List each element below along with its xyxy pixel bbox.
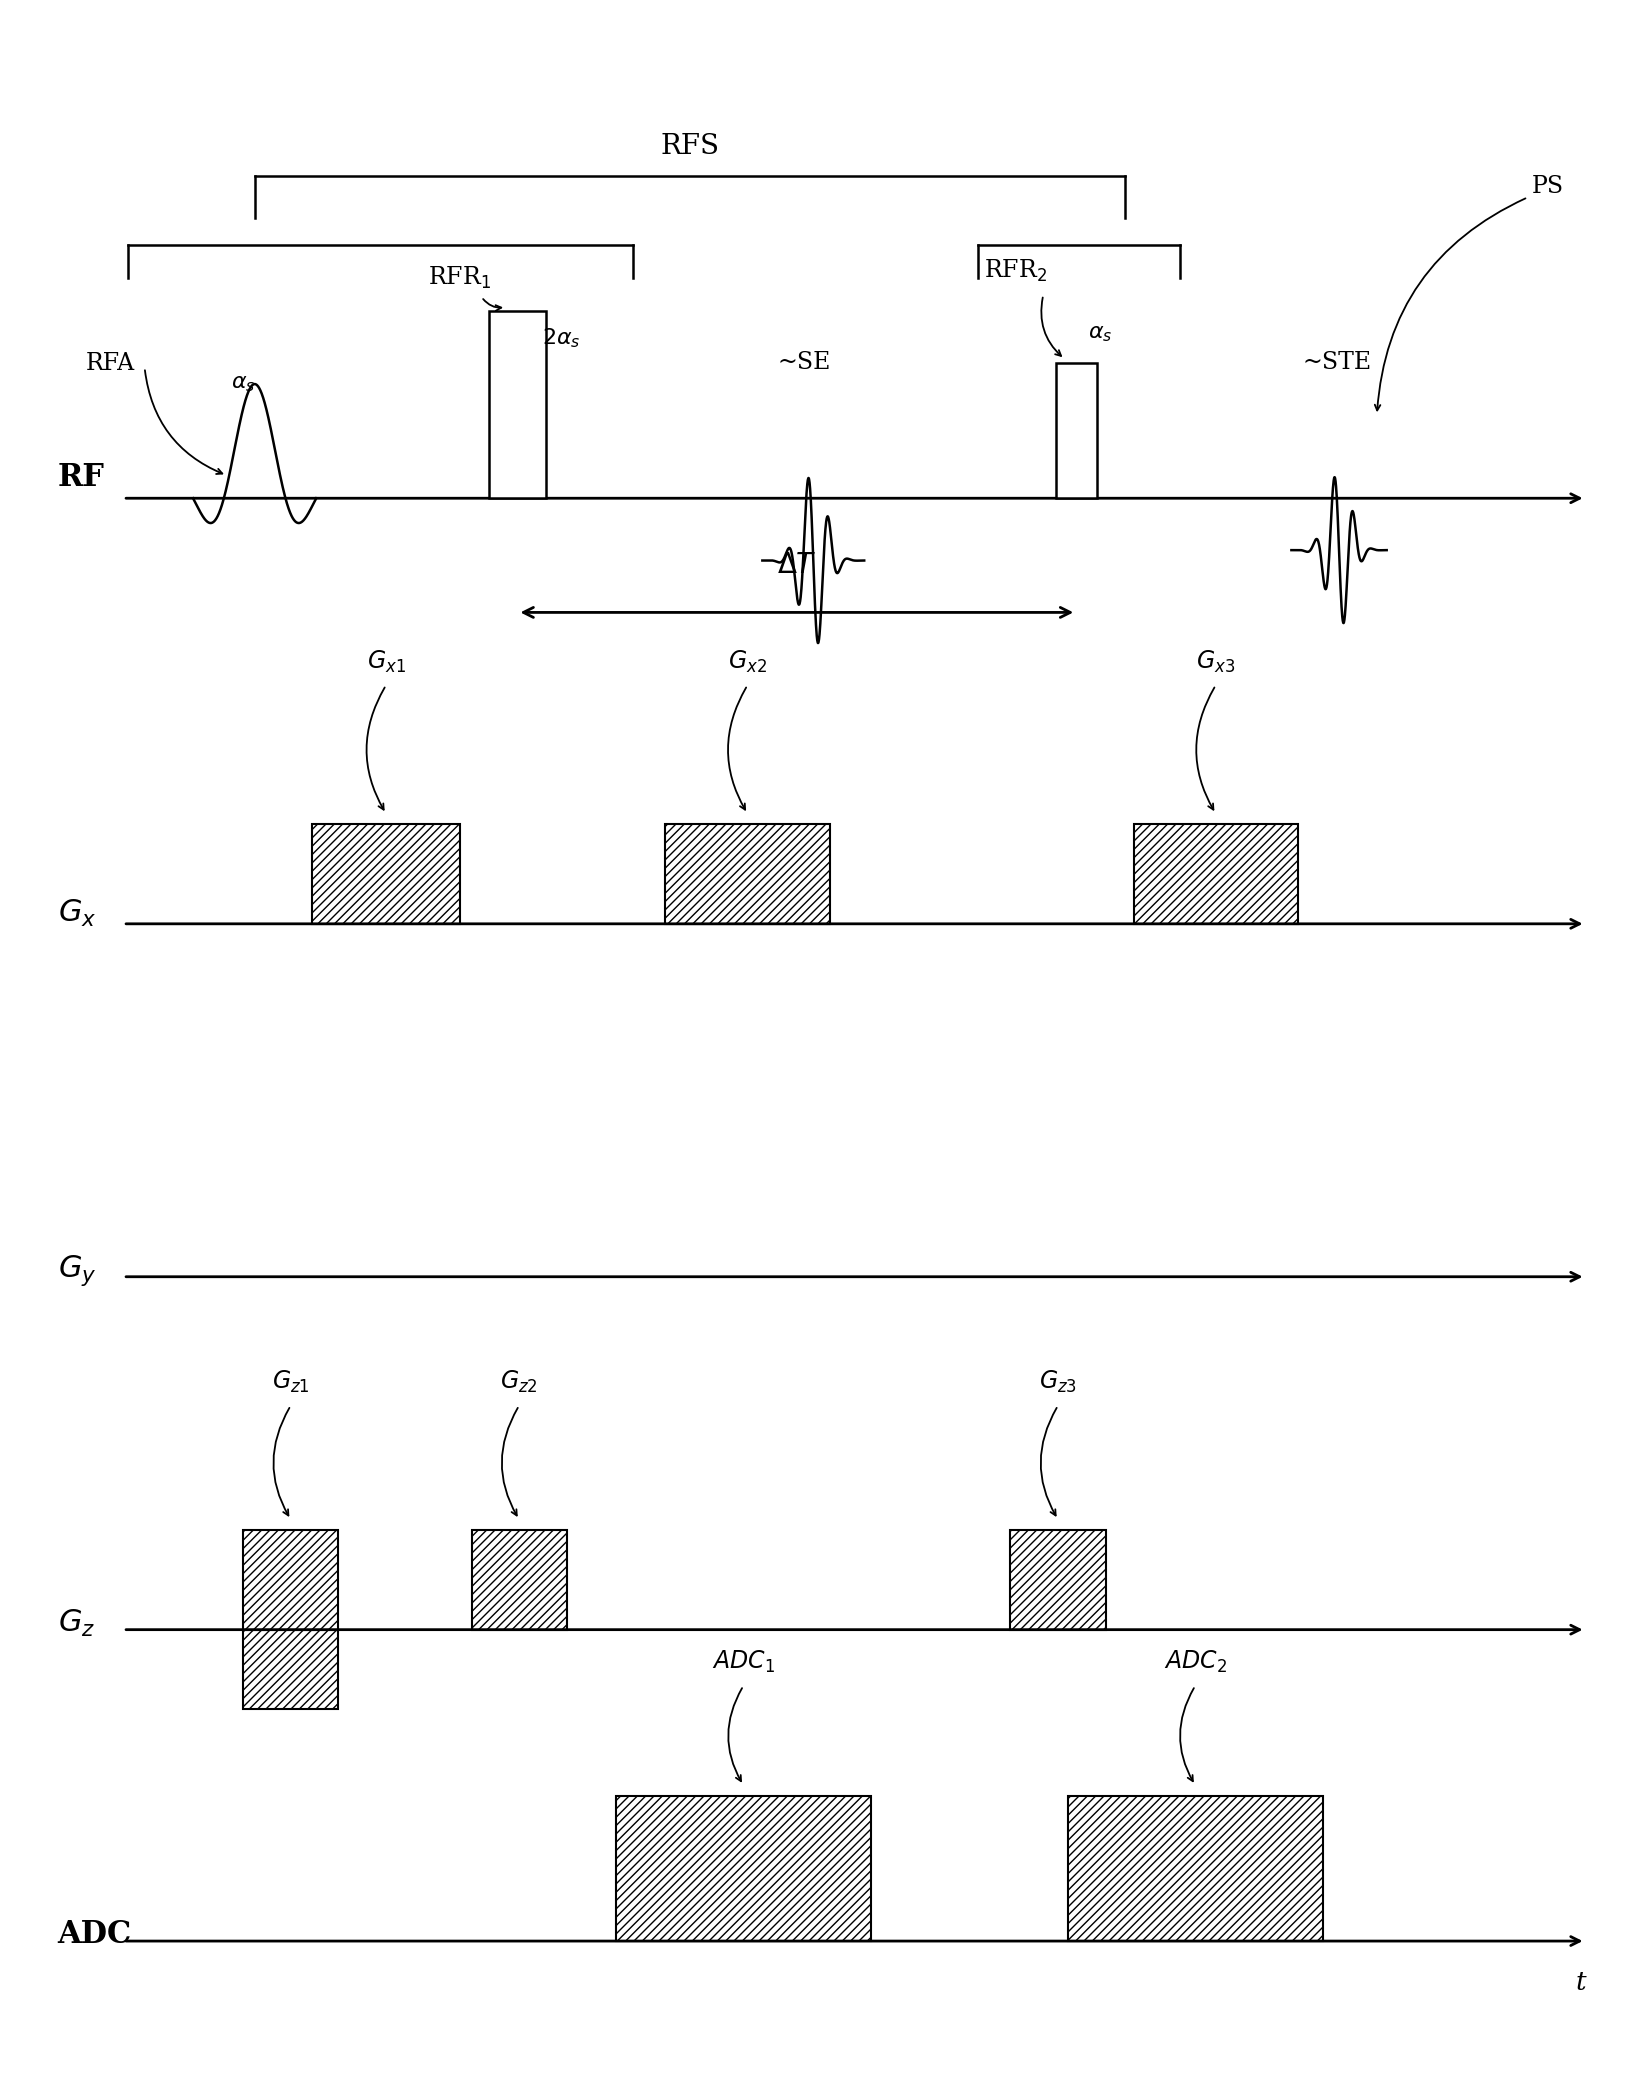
Bar bbox=[1068, 1796, 1323, 1941]
Text: $G_z$: $G_z$ bbox=[58, 1609, 95, 1638]
Bar bbox=[1134, 824, 1298, 924]
Text: RF: RF bbox=[58, 463, 105, 492]
FancyArrowPatch shape bbox=[1040, 1408, 1056, 1515]
FancyArrowPatch shape bbox=[1180, 1688, 1194, 1781]
Text: $G_{x2}$: $G_{x2}$ bbox=[728, 648, 767, 675]
Text: $G_{z3}$: $G_{z3}$ bbox=[1038, 1368, 1078, 1395]
Text: $2\alpha_s$: $2\alpha_s$ bbox=[542, 326, 580, 349]
Text: PS: PS bbox=[1531, 174, 1564, 199]
Text: $ADC_1$: $ADC_1$ bbox=[711, 1648, 775, 1675]
Bar bbox=[472, 1530, 567, 1630]
Text: RFR$_2$: RFR$_2$ bbox=[984, 257, 1047, 284]
Bar bbox=[665, 824, 830, 924]
FancyArrowPatch shape bbox=[501, 1408, 518, 1515]
Bar bbox=[1056, 363, 1098, 498]
Text: $G_{x1}$: $G_{x1}$ bbox=[366, 648, 406, 675]
Text: ADC: ADC bbox=[58, 1920, 131, 1949]
Text: RFS: RFS bbox=[660, 133, 720, 160]
Text: $G_{z1}$: $G_{z1}$ bbox=[271, 1368, 311, 1395]
Text: $\alpha_s$: $\alpha_s$ bbox=[232, 372, 255, 394]
Text: RFA: RFA bbox=[85, 351, 135, 376]
Bar bbox=[312, 824, 460, 924]
Text: ~STE: ~STE bbox=[1303, 351, 1372, 374]
FancyArrowPatch shape bbox=[728, 1688, 743, 1781]
Text: $\alpha_s$: $\alpha_s$ bbox=[1088, 322, 1112, 345]
FancyArrowPatch shape bbox=[1375, 199, 1525, 411]
FancyArrowPatch shape bbox=[483, 299, 501, 311]
Bar bbox=[490, 311, 545, 498]
Bar bbox=[1010, 1530, 1106, 1630]
Text: ~SE: ~SE bbox=[777, 351, 830, 374]
FancyArrowPatch shape bbox=[728, 687, 746, 810]
Text: $G_x$: $G_x$ bbox=[58, 899, 95, 928]
Bar bbox=[616, 1796, 871, 1941]
FancyArrowPatch shape bbox=[366, 687, 384, 810]
Text: $G_y$: $G_y$ bbox=[58, 1254, 95, 1287]
Text: $\Delta T$: $\Delta T$ bbox=[777, 552, 817, 579]
Text: t: t bbox=[1576, 1970, 1585, 1995]
Text: $ADC_2$: $ADC_2$ bbox=[1163, 1648, 1227, 1675]
Text: RFR$_1$: RFR$_1$ bbox=[429, 264, 491, 291]
FancyArrowPatch shape bbox=[1196, 687, 1214, 810]
Bar bbox=[243, 1630, 338, 1709]
Bar bbox=[243, 1530, 338, 1630]
Text: $G_{z2}$: $G_{z2}$ bbox=[499, 1368, 539, 1395]
Text: $G_{x3}$: $G_{x3}$ bbox=[1196, 648, 1236, 675]
FancyArrowPatch shape bbox=[1042, 297, 1061, 355]
FancyArrowPatch shape bbox=[273, 1408, 289, 1515]
FancyArrowPatch shape bbox=[145, 370, 222, 473]
